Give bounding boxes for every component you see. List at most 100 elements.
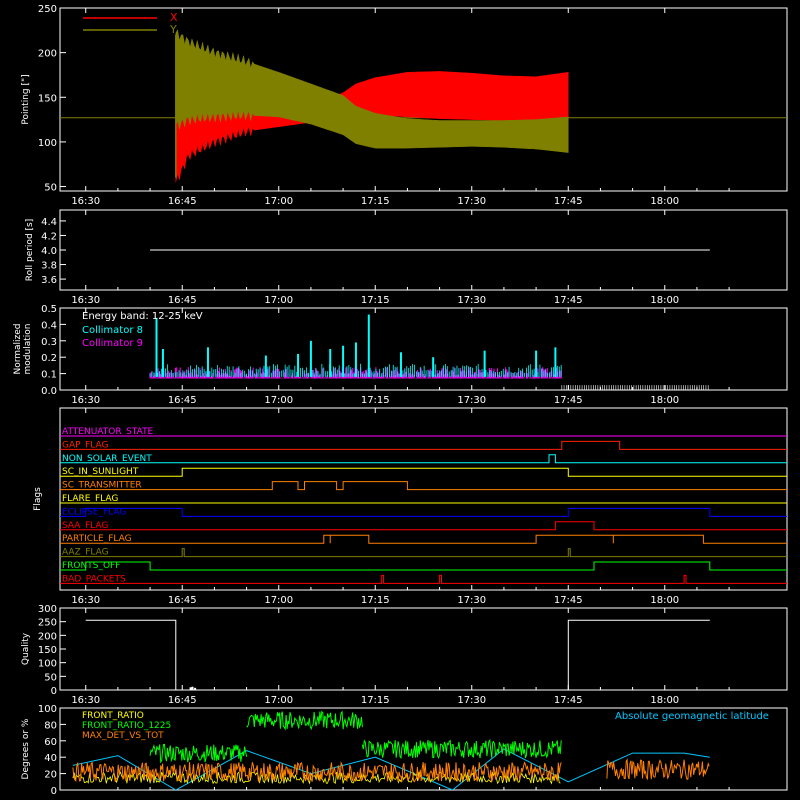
y-tick-label: 3.8 [41, 261, 57, 272]
y-tick-label: 0 [51, 686, 57, 697]
x-tick-label: 17:45 [554, 196, 583, 207]
flag-label: ATTENUATOR_STATE [62, 427, 154, 437]
x-tick-label: 17:30 [457, 295, 486, 306]
flag-label: SC_IN_SUNLIGHT [62, 467, 139, 477]
panel-quality: 16:30 16:45 17:00 17:15 17:30 17:45 18:00 0 50 10… [21, 604, 788, 706]
annotation-energy-band: Energy band: 12-25 keV [82, 311, 203, 322]
y-axis-label: Normalized [13, 323, 23, 374]
x-tick-label: 17:00 [264, 196, 293, 207]
front-ratio-1225-line [246, 710, 363, 731]
y-tick-label: 100 [38, 704, 57, 715]
annotation-geomag: Absolute geomagnetic latitude [615, 711, 769, 722]
x-tick-label: 17:30 [457, 595, 486, 606]
x-tick-label: 17:00 [264, 395, 293, 406]
front-ratio-1225-line [149, 743, 248, 764]
x-tick-label: 17:15 [361, 695, 390, 706]
flag-label: SC_TRANSMITTER [62, 481, 142, 491]
panel-flags: 16:30 16:45 17:00 17:15 17:30 17:45 18:00 Flags… [33, 407, 788, 606]
x-tick-label: 16:30 [71, 295, 100, 306]
x-tick-label: 18:00 [650, 695, 679, 706]
x-tick-label: 17:45 [554, 395, 583, 406]
x-tick-label: 16:30 [71, 695, 100, 706]
y-tick-label: 50 [44, 183, 57, 194]
flag-line [60, 561, 787, 571]
plot-frame [59, 707, 788, 791]
y-axis-label: Roll period [s] [25, 219, 35, 281]
y-tick-label: 200 [38, 631, 57, 642]
x-tick-label: 16:45 [168, 196, 197, 207]
flag-line [60, 440, 787, 450]
x-tick-label: 17:00 [264, 695, 293, 706]
y-tick-label: 0 [51, 786, 57, 797]
flag-line [60, 534, 787, 544]
y-tick-label: 300 [38, 604, 57, 615]
flag-line [60, 507, 787, 517]
x-tick-label: 16:45 [168, 695, 197, 706]
x-tick-label: 16:45 [168, 595, 197, 606]
flag-line [60, 574, 787, 584]
y-tick-label: 4.0 [41, 246, 57, 257]
x-tick-label: 17:45 [554, 295, 583, 306]
y-tick-label: 80 [44, 720, 57, 731]
y-axis-label: Quality [21, 632, 31, 665]
flag-label: SAA_FLAG [62, 521, 108, 531]
x-tick-label: 18:00 [650, 196, 679, 207]
flag-label: AAZ_FLAG [62, 548, 109, 558]
flag-line [60, 481, 787, 491]
flag-label: ECLIPSE_FLAG [62, 507, 126, 517]
max-det-vs-tot-line [606, 758, 710, 781]
y-tick-label: 100 [38, 659, 57, 670]
y-tick-label: 60 [44, 737, 57, 748]
y-axis-label: Degrees or % [21, 718, 31, 779]
legend-label-collimator-9: Collimator 9 [82, 338, 143, 349]
legend-label-max-det-vs-tot: MAX_DET_VS_TOT [82, 731, 164, 741]
y-tick-label: 250 [38, 4, 57, 15]
flag-label: BAD_PACKETS [62, 574, 126, 584]
x-tick-label: 16:30 [71, 196, 100, 207]
x-tick-label: 17:15 [361, 395, 390, 406]
x-tick-label: 17:00 [264, 595, 293, 606]
x-tick-label: 16:45 [168, 295, 197, 306]
y-tick-label: 40 [44, 753, 57, 764]
y-tick-label: 3.6 [41, 275, 57, 286]
y-tick-label: 0.5 [41, 304, 57, 315]
panel-modulation: 16:30 16:45 17:00 17:15 17:30 17:45 18:00 0.0 0.… [13, 304, 788, 406]
front-ratio-1225-line [361, 738, 562, 760]
plot-frame [59, 7, 788, 192]
panel-ratios: 0 20 40 60 80 100 Degrees or % FRONT_RATIOFRONT… [21, 704, 788, 797]
y-tick-label: 150 [38, 645, 57, 656]
flag-line [60, 454, 787, 464]
flag-label: FLARE_FLAG [62, 494, 118, 504]
flag-line [60, 548, 787, 558]
flag-label: PARTICLE_FLAG [62, 534, 132, 544]
x-tick-label: 17:00 [264, 295, 293, 306]
y-axis-label: modulation [23, 324, 33, 375]
y-tick-label: 20 [44, 770, 57, 781]
plot-frame [59, 407, 788, 591]
flag-line [60, 521, 787, 531]
x-tick-label: 17:45 [554, 595, 583, 606]
legend-label-y: Y [169, 23, 177, 36]
x-tick-label: 16:45 [168, 395, 197, 406]
y-axis-label: Flags [33, 487, 43, 511]
y-axis-label: Pointing ["] [21, 74, 31, 124]
flag-label: NON_SOLAR_EVENT [62, 454, 152, 464]
y-tick-label: 0.3 [41, 337, 57, 348]
x-tick-label: 17:15 [361, 196, 390, 207]
y-tick-label: 250 [38, 618, 57, 629]
legend-label-x: X [170, 11, 178, 24]
x-tick-label: 16:30 [71, 595, 100, 606]
x-tick-label: 18:00 [650, 395, 679, 406]
legend-label-front-ratio: FRONT_RATIO [82, 711, 144, 721]
y-tick-label: 0.4 [41, 320, 57, 331]
panel-pointing: 16:30 16:45 17:00 17:15 17:30 17:45 18:00 50 100… [21, 4, 788, 207]
plot-frame [59, 307, 788, 391]
flag-label: GAP_FLAG [62, 440, 108, 450]
max-det-vs-tot-line [72, 761, 562, 784]
x-tick-label: 17:15 [361, 295, 390, 306]
x-tick-label: 17:30 [457, 395, 486, 406]
y-tick-label: 4.2 [41, 231, 57, 242]
legend-label-collimator-8: Collimator 8 [82, 325, 143, 336]
x-tick-label: 18:00 [650, 595, 679, 606]
